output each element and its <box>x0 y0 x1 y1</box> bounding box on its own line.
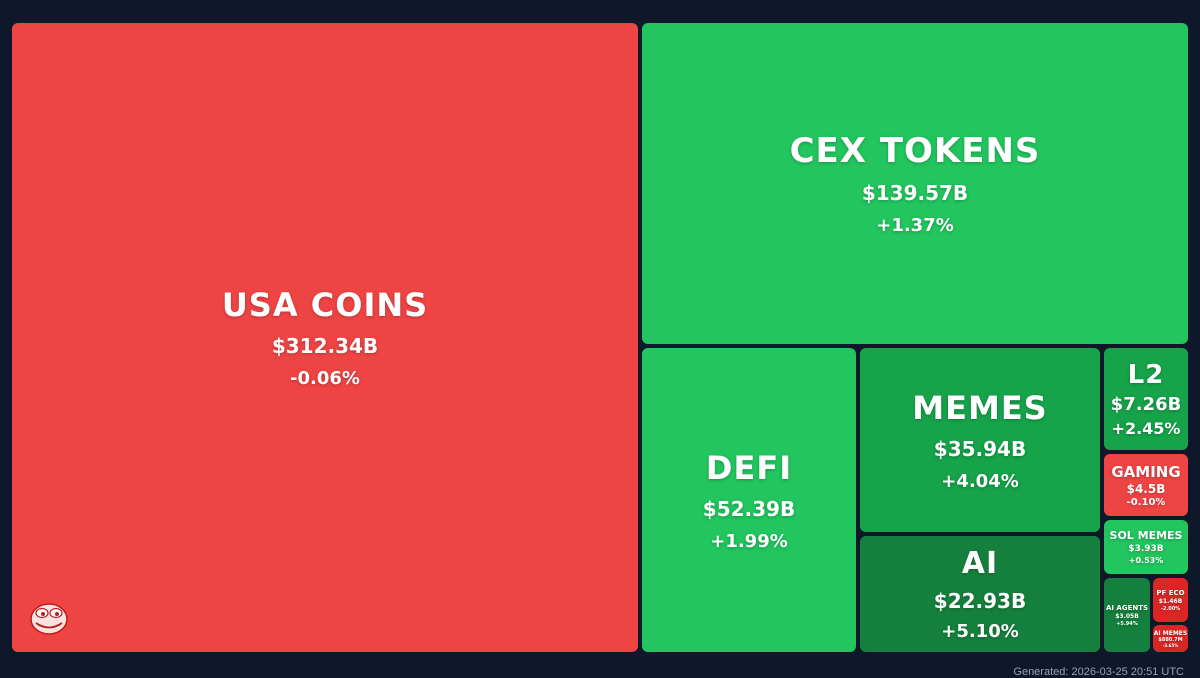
treemap-tile[interactable]: PF ECO$1.46B-2.00% <box>1153 578 1188 622</box>
tile-change: -2.00% <box>1161 606 1180 612</box>
treemap-tile[interactable]: AI AGENTS$3.05B+5.94% <box>1104 578 1150 652</box>
tile-name: GAMING <box>1111 463 1180 481</box>
treemap-tile[interactable]: AI MEMES$880.7M-3.65% <box>1153 625 1188 652</box>
pepe-logo-icon <box>29 600 69 636</box>
tile-change: +1.37% <box>876 215 954 236</box>
tile-market-cap: $3.05B <box>1115 613 1139 620</box>
treemap-tile[interactable]: CEX TOKENS $139.57B +1.37% <box>642 23 1188 344</box>
tile-market-cap: $4.5B <box>1127 482 1166 496</box>
tile-change: +5.10% <box>941 621 1019 642</box>
treemap-tile[interactable]: SOL MEMES $3.93B +0.53% <box>1104 520 1188 574</box>
tile-name: MEMES <box>912 389 1047 427</box>
treemap-tile[interactable]: L2 $7.26B +2.45% <box>1104 348 1188 450</box>
tile-name: SOL MEMES <box>1110 529 1183 542</box>
tile-market-cap: $139.57B <box>862 181 968 205</box>
tile-change: -3.65% <box>1163 643 1179 648</box>
tile-name: DEFI <box>706 449 792 487</box>
tile-change: +1.99% <box>710 531 788 552</box>
tile-market-cap: $22.93B <box>934 589 1026 613</box>
tile-name: L2 <box>1128 360 1165 390</box>
tile-change: +4.04% <box>941 471 1019 492</box>
treemap-tile[interactable]: USA COINS $312.34B -0.06% <box>12 23 638 652</box>
tile-name: PF ECO <box>1156 589 1184 597</box>
tile-name: CEX TOKENS <box>790 131 1041 171</box>
tile-change: +2.45% <box>1112 419 1181 438</box>
tile-name: USA COINS <box>222 286 428 324</box>
treemap-tile[interactable]: MEMES $35.94B +4.04% <box>860 348 1100 532</box>
tile-name: AI MEMES <box>1154 630 1187 637</box>
tile-market-cap: $52.39B <box>703 497 795 521</box>
treemap-tile[interactable]: GAMING$4.5B-0.10% <box>1104 454 1188 516</box>
tile-market-cap: $1.46B <box>1159 598 1183 605</box>
tile-change: +0.53% <box>1129 556 1163 565</box>
tile-change: +5.94% <box>1116 621 1138 627</box>
generated-timestamp: Generated: 2026-03-25 20:51 UTC <box>1013 666 1184 678</box>
tile-change: -0.06% <box>290 368 360 389</box>
tile-name: AI AGENTS <box>1106 604 1148 612</box>
tile-market-cap: $312.34B <box>272 334 378 358</box>
tile-name: AI <box>962 546 998 581</box>
tile-market-cap: $7.26B <box>1111 394 1182 415</box>
tile-change: -0.10% <box>1127 497 1166 508</box>
tile-market-cap: $35.94B <box>934 437 1026 461</box>
tile-market-cap: $3.93B <box>1128 544 1163 554</box>
treemap-tile[interactable]: AI $22.93B +5.10% <box>860 536 1100 652</box>
treemap-tile[interactable]: DEFI $52.39B +1.99% <box>642 348 856 652</box>
